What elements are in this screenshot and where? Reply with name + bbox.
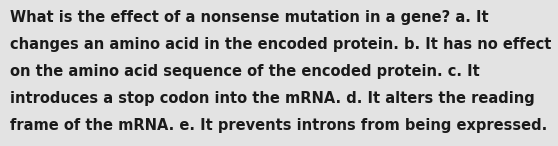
Text: on the amino acid sequence of the encoded protein. c. It: on the amino acid sequence of the encode… xyxy=(10,64,480,79)
Text: frame of the mRNA. e. It prevents introns from being expressed.: frame of the mRNA. e. It prevents intron… xyxy=(10,118,547,133)
Text: changes an amino acid in the encoded protein. b. It has no effect: changes an amino acid in the encoded pro… xyxy=(10,37,551,52)
Text: introduces a stop codon into the mRNA. d. It alters the reading: introduces a stop codon into the mRNA. d… xyxy=(10,91,535,106)
Text: What is the effect of a nonsense mutation in a gene? a. It: What is the effect of a nonsense mutatio… xyxy=(10,10,489,25)
